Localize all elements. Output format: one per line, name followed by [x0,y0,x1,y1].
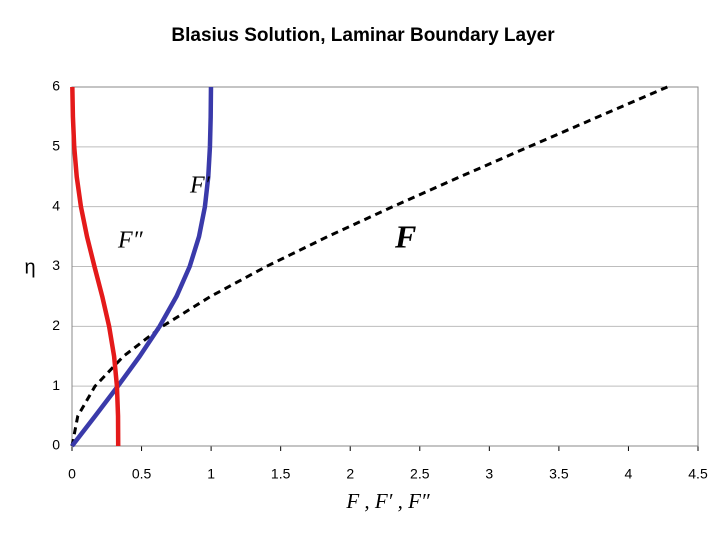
y-tick-label: 2 [52,317,60,333]
series-label: F′ [189,173,211,199]
x-tick-label: 2 [346,466,354,482]
y-tick-label: 1 [52,377,60,393]
x-axis-label: F , F′ , F″ [345,489,430,513]
y-tick-label: 0 [52,437,60,453]
y-axis-label: η [24,256,35,278]
x-tick-label: 0.5 [132,466,152,482]
x-tick-label: 3 [485,466,493,482]
plot-frame [71,86,699,447]
x-tick-label: 1.5 [271,466,291,482]
series-label: F [394,218,416,254]
chart-title: Blasius Solution, Laminar Boundary Layer [171,25,555,46]
x-tick-label: 3.5 [549,466,569,482]
y-tick-label: 6 [52,78,60,94]
series-label: F″ [117,228,144,254]
x-tick-label: 1 [207,466,215,482]
x-tick-label: 2.5 [410,466,430,482]
x-tick-label: 4.5 [688,466,708,482]
x-tick-label: 4 [625,466,633,482]
x-tick-label: 0 [68,466,76,482]
y-tick-label: 3 [52,257,60,273]
y-tick-label: 5 [52,138,60,154]
y-tick-label: 4 [52,197,60,213]
line-series [70,85,668,447]
line-series [70,86,121,447]
